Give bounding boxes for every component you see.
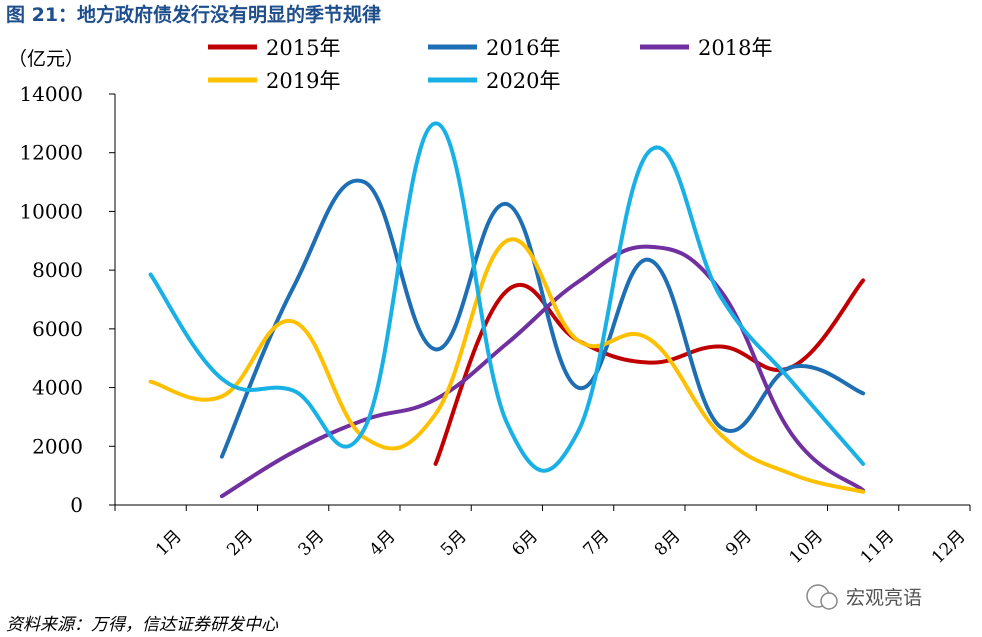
series-line-2018年 — [219, 244, 866, 499]
x-tick-label: 5月 — [437, 526, 471, 560]
x-tick-label: 11月 — [857, 526, 898, 567]
legend-label-2018: 2018年 — [698, 36, 772, 60]
x-tick-label: 7月 — [579, 526, 613, 560]
x-tick-label: 6月 — [508, 526, 542, 560]
series-lines — [148, 121, 866, 499]
x-tick-label: 2月 — [223, 526, 257, 560]
x-tick-label: 3月 — [294, 526, 328, 560]
legend-label-2019: 2019年 — [266, 69, 340, 93]
legend-label-2020: 2020年 — [486, 69, 560, 93]
y-tick-label: 2000 — [32, 434, 83, 458]
x-tick-label: 12月 — [928, 526, 969, 567]
y-tick-label: 0 — [70, 493, 83, 517]
series-line-2015年 — [433, 278, 866, 466]
figure-title: 图 21：地方政府债发行没有明显的季节规律 — [6, 3, 381, 26]
x-tick-label: 1月 — [152, 526, 186, 560]
y-tick-label: 4000 — [32, 376, 83, 400]
series-line-2019年 — [148, 237, 866, 494]
legend: 2015年 2016年 2018年 2019年 2020年 — [208, 36, 772, 93]
y-tick-label: 8000 — [32, 258, 83, 282]
source-note: 资料来源：万得，信达证券研发中心 — [6, 615, 279, 635]
legend-label-2016: 2016年 — [486, 36, 560, 60]
legend-label-2015: 2015年 — [266, 36, 340, 60]
x-axis-ticks: 1月 2月 3月 4月 5月 6月 7月 8月 9月 10月 11月 12月 — [114, 505, 971, 568]
y-axis-ticks: 0 2000 4000 6000 8000 10000 12000 14000 — [19, 82, 115, 517]
x-tick-label: 4月 — [366, 526, 400, 560]
y-axis-unit: （亿元） — [8, 48, 84, 70]
x-tick-label: 8月 — [651, 526, 685, 560]
y-tick-label: 14000 — [19, 82, 83, 106]
watermark-text: 宏观亮语 — [846, 587, 922, 609]
x-tick-label: 9月 — [722, 526, 756, 560]
y-tick-label: 10000 — [19, 199, 83, 223]
x-tick-label: 10月 — [786, 526, 827, 567]
wechat-icon-bubble — [820, 592, 838, 610]
y-tick-label: 12000 — [19, 141, 83, 165]
series-line-2020年 — [148, 121, 866, 473]
y-tick-label: 6000 — [32, 317, 83, 341]
watermark: 宏观亮语 — [806, 584, 922, 610]
